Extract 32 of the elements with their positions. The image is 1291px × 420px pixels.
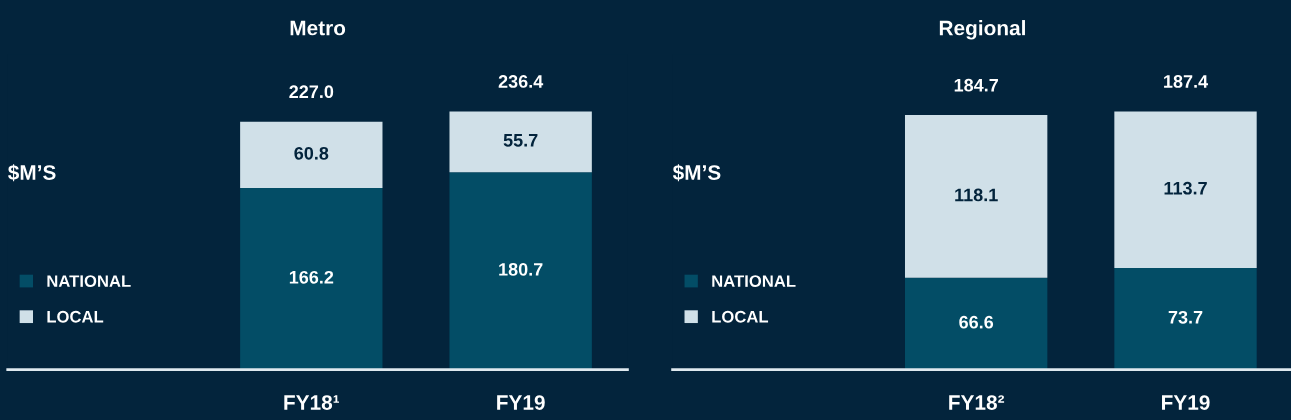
data-label: 66.6	[959, 315, 994, 329]
bar	[904, 115, 1048, 278]
bar	[449, 172, 592, 370]
bar	[1114, 111, 1257, 269]
data-label: 113.7	[1164, 181, 1207, 195]
data-label: 73.7	[1168, 310, 1203, 324]
total-label: 184.7	[954, 78, 998, 92]
data-label: 118.1	[955, 188, 998, 202]
data-label: 60.8	[294, 146, 329, 160]
bar	[240, 121, 383, 189]
x-tick-label: FY19	[1162, 395, 1210, 410]
total-label: 236.4	[498, 75, 544, 88]
data-label: 180.7	[499, 262, 543, 276]
legend-label: NATIONAL	[712, 275, 796, 288]
bar	[904, 277, 1048, 370]
legend-label: LOCAL	[712, 310, 769, 323]
bar	[449, 111, 592, 173]
legend-label: NATIONAL	[47, 275, 131, 288]
x-tick-label: FY18¹	[284, 395, 340, 410]
chart-title: Regional	[939, 20, 1025, 40]
bar	[240, 188, 383, 370]
y-axis-title: $M’S	[672, 164, 721, 182]
x-tick-label: FY18²	[949, 395, 1005, 410]
chart-title: Metro	[290, 20, 346, 36]
total-label: 227.0	[289, 85, 334, 99]
data-label: 55.7	[503, 134, 538, 147]
total-label: 187.4	[1164, 75, 1209, 88]
legend-label: LOCAL	[47, 310, 104, 323]
x-tick-label: FY19	[497, 395, 545, 410]
bar	[1114, 268, 1257, 370]
data-label: 166.2	[289, 270, 334, 284]
y-axis-title: $M’S	[8, 164, 56, 182]
